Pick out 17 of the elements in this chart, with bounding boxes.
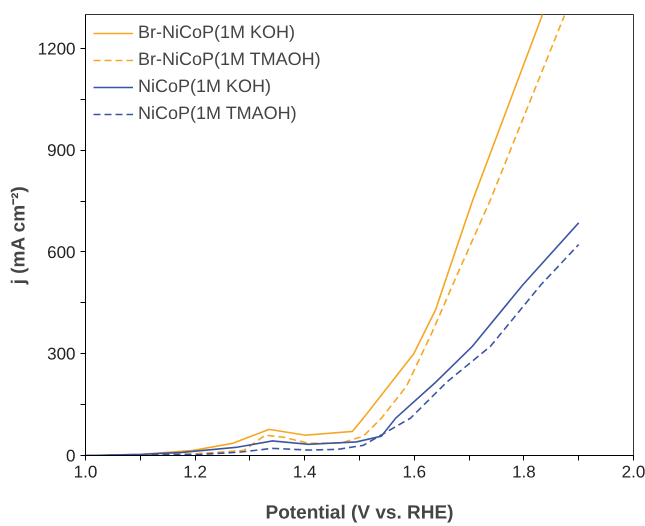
x-tick-label: 2.0 bbox=[622, 462, 645, 482]
x-tick-label: 1.2 bbox=[183, 462, 207, 482]
x-tick-label: 1.0 bbox=[74, 462, 98, 482]
x-tick-label: 1.6 bbox=[402, 462, 426, 482]
x-axis-title: Potential (V vs. RHE) bbox=[266, 502, 454, 524]
y-tick-label: 300 bbox=[47, 344, 76, 364]
y-axis-title: j (mA cm⁻²) bbox=[8, 186, 30, 286]
legend-label: Br-NiCoP(1M TMAOH) bbox=[138, 49, 321, 70]
y-tick-label: 1200 bbox=[38, 39, 76, 58]
legend-label: NiCoP(1M KOH) bbox=[138, 76, 272, 97]
y-tick-label: 600 bbox=[47, 242, 76, 262]
legend-label: NiCoP(1M TMAOH) bbox=[138, 103, 297, 124]
y-tick-label: 0 bbox=[66, 446, 76, 466]
x-tick-label: 1.4 bbox=[292, 462, 317, 482]
x-tick-label: 1.8 bbox=[512, 462, 536, 482]
y-tick-label: 900 bbox=[47, 141, 76, 160]
legend-label: Br-NiCoP(1M KOH) bbox=[138, 22, 296, 43]
